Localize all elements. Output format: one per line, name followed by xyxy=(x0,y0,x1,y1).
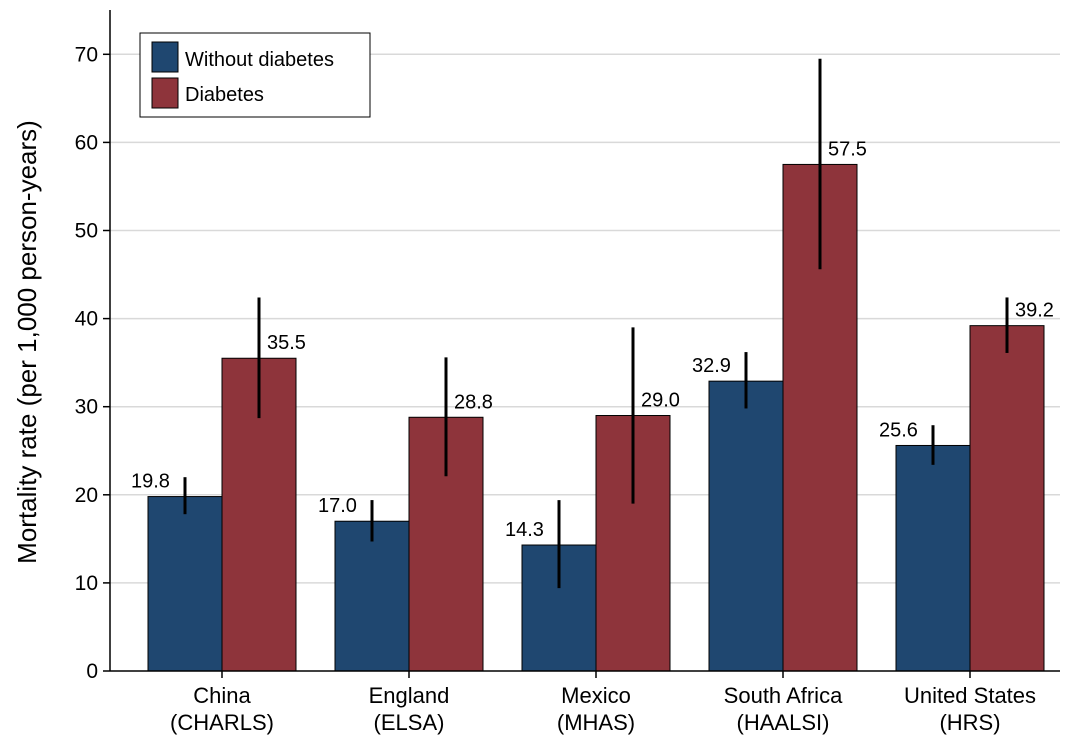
x-tick-label: Mexico xyxy=(561,683,631,708)
bars xyxy=(147,163,1045,672)
bar-without-diabetes xyxy=(895,444,971,672)
x-tick-label: United States xyxy=(904,683,1036,708)
x-tick-label: (MHAS) xyxy=(557,710,635,735)
legend-swatch-without-diabetes xyxy=(151,41,179,73)
x-tick-label: South Africa xyxy=(724,683,843,708)
data-label: 25.6 xyxy=(879,419,918,441)
x-tick-label: England xyxy=(369,683,450,708)
data-label: 57.5 xyxy=(828,138,867,160)
y-tick-label: 50 xyxy=(75,220,98,243)
y-tick-label: 20 xyxy=(75,484,98,507)
x-tick-label: (HRS) xyxy=(939,710,1000,735)
data-label: 32.9 xyxy=(692,355,731,377)
data-label: 35.5 xyxy=(267,332,306,354)
legend-label-diabetes: Diabetes xyxy=(185,84,264,106)
data-labels: 19.8 35.5 17.0 28.8 14.3 29.0 32.9 57.5 25.6 39.2 xyxy=(131,138,1054,541)
error-bars xyxy=(183,58,1009,589)
data-label: 39.2 xyxy=(1015,300,1054,322)
y-tick-label: 30 xyxy=(75,396,98,419)
bar-without-diabetes xyxy=(147,496,223,672)
y-tick-label: 10 xyxy=(75,572,98,595)
y-tick-label: 60 xyxy=(75,131,98,154)
axes: 0 10 20 30 40 50 60 70 China(CHARLS) England(ELSA… xyxy=(75,10,1060,735)
y-axis-title: Mortality rate (per 1,000 person-years) xyxy=(12,120,42,564)
legend-swatch-diabetes xyxy=(151,77,179,109)
x-tick-label: (HAALSI) xyxy=(737,710,830,735)
legend-label-without-diabetes: Without diabetes xyxy=(185,49,334,71)
data-label: 29.0 xyxy=(641,390,680,412)
data-label: 14.3 xyxy=(505,519,544,541)
bar-without-diabetes xyxy=(708,380,784,672)
data-label: 28.8 xyxy=(454,391,493,413)
y-tick-label: 0 xyxy=(86,660,98,683)
bar-without-diabetes xyxy=(334,520,410,672)
x-tick-label: (ELSA) xyxy=(374,710,445,735)
data-label: 19.8 xyxy=(131,471,170,493)
bar-diabetes xyxy=(969,325,1045,672)
x-tick-label: China xyxy=(193,683,251,708)
data-label: 17.0 xyxy=(318,495,357,517)
legend: Without diabetes Diabetes xyxy=(139,32,371,118)
y-tick-label: 40 xyxy=(75,308,98,331)
y-tick-label: 70 xyxy=(75,43,98,66)
x-tick-label: (CHARLS) xyxy=(170,710,274,735)
